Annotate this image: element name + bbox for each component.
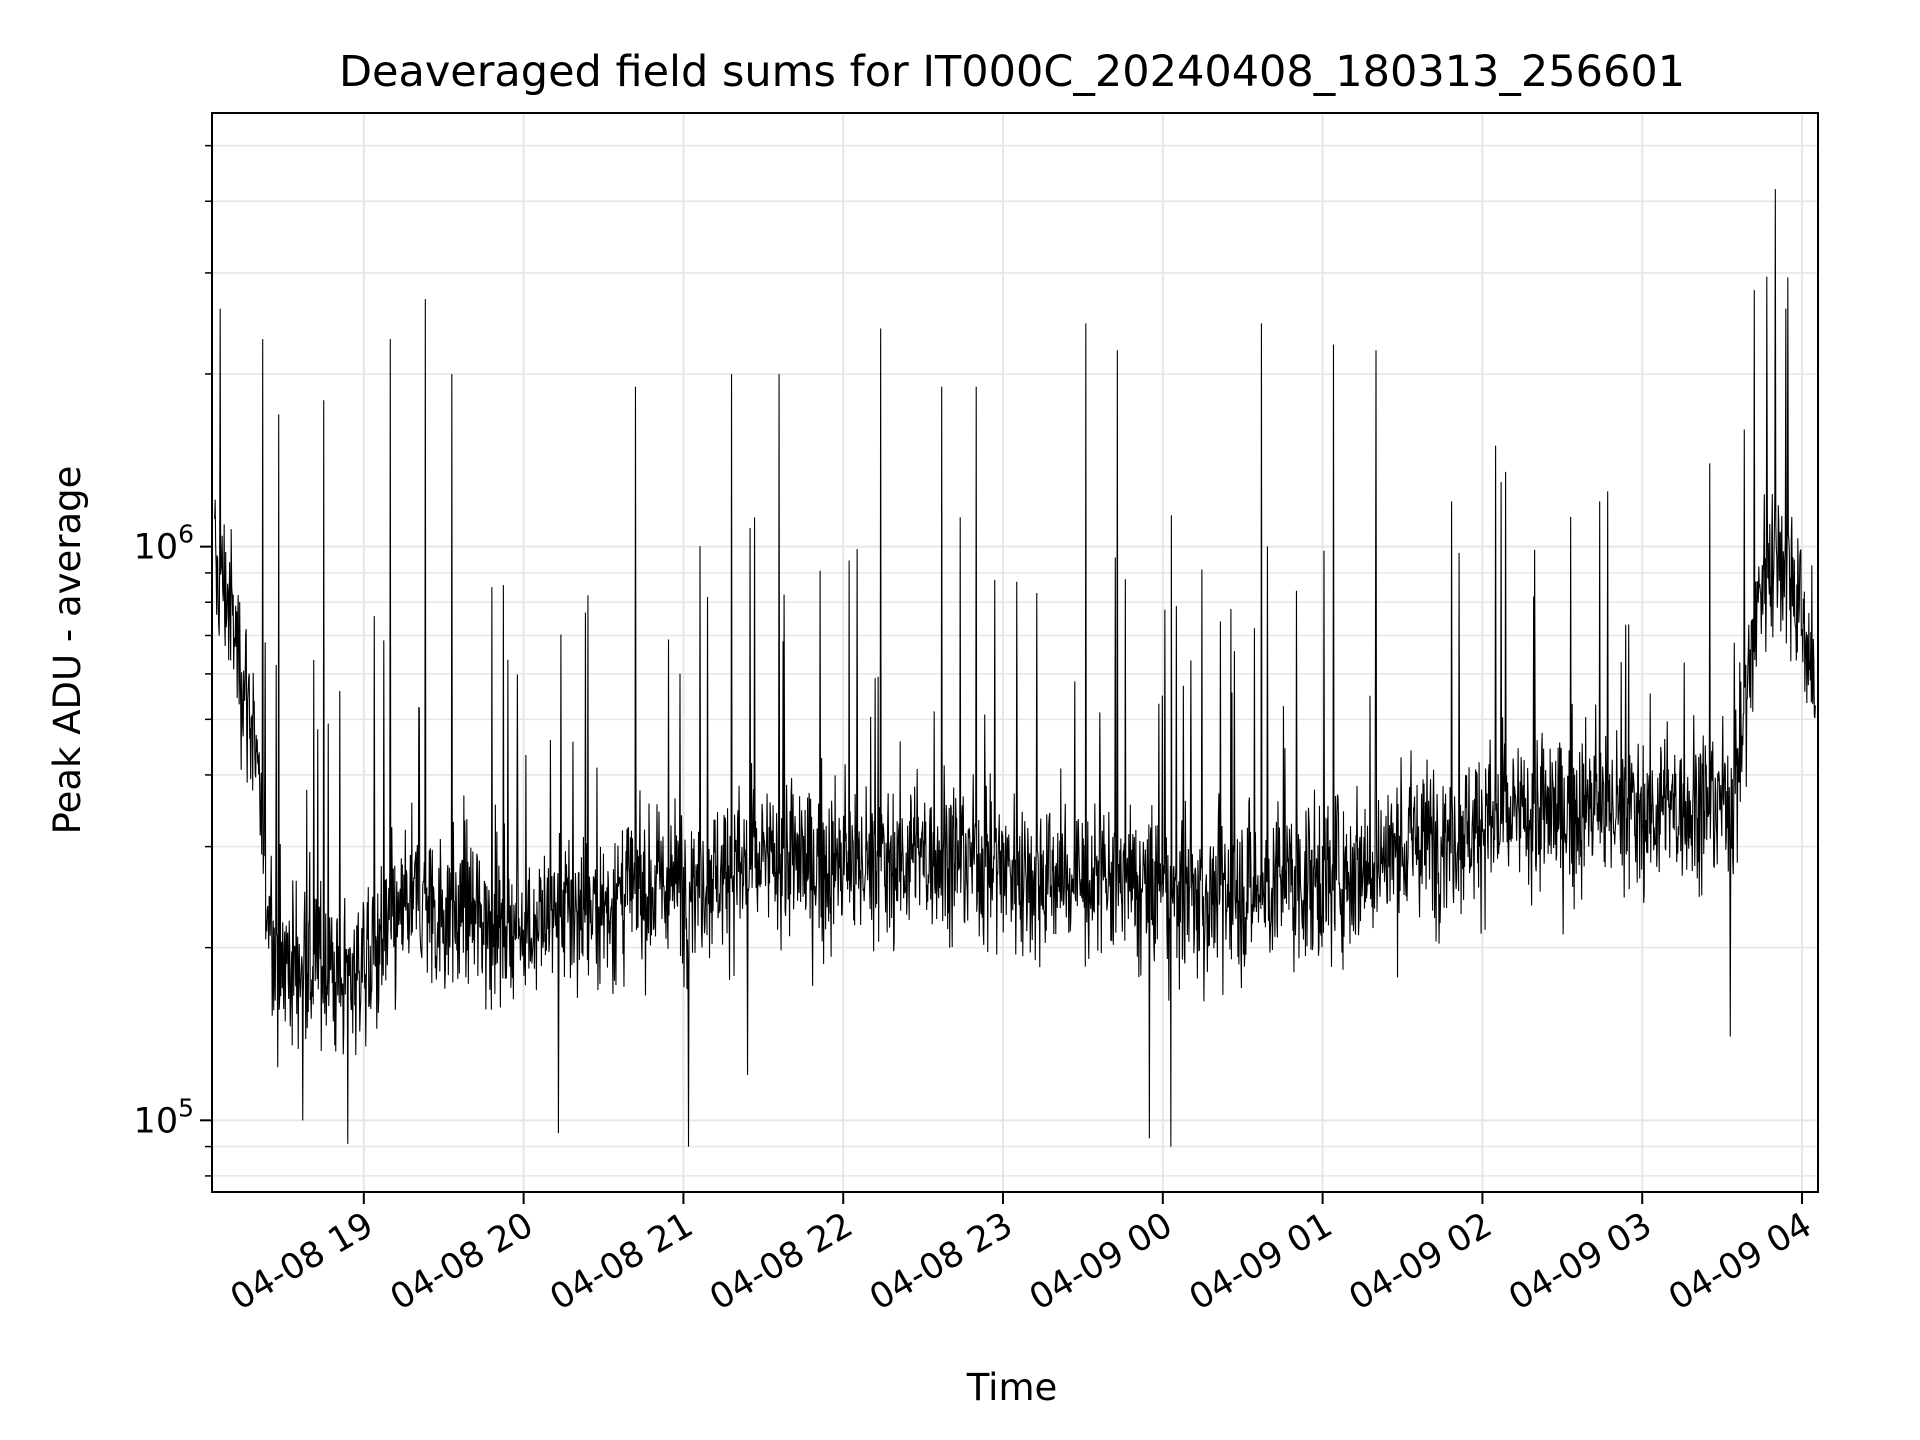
- y-tick-exponent: 5: [178, 1093, 194, 1122]
- x-axis-label: Time: [966, 1366, 1058, 1409]
- chart-title: Deaveraged field sums for IT000C_2024040…: [339, 47, 1685, 97]
- series-line: [214, 189, 1816, 1147]
- axes-frame: [211, 112, 1819, 1193]
- series-group: [214, 189, 1816, 1147]
- y-tick-exponent: 6: [178, 520, 194, 549]
- y-tick-label: 105: [134, 1093, 194, 1141]
- y-tick-label: 106: [134, 520, 194, 568]
- y-axis-label: Peak ADU - average: [46, 466, 89, 835]
- y-tick-base: 10: [134, 1101, 179, 1141]
- y-tick-base: 10: [134, 528, 179, 568]
